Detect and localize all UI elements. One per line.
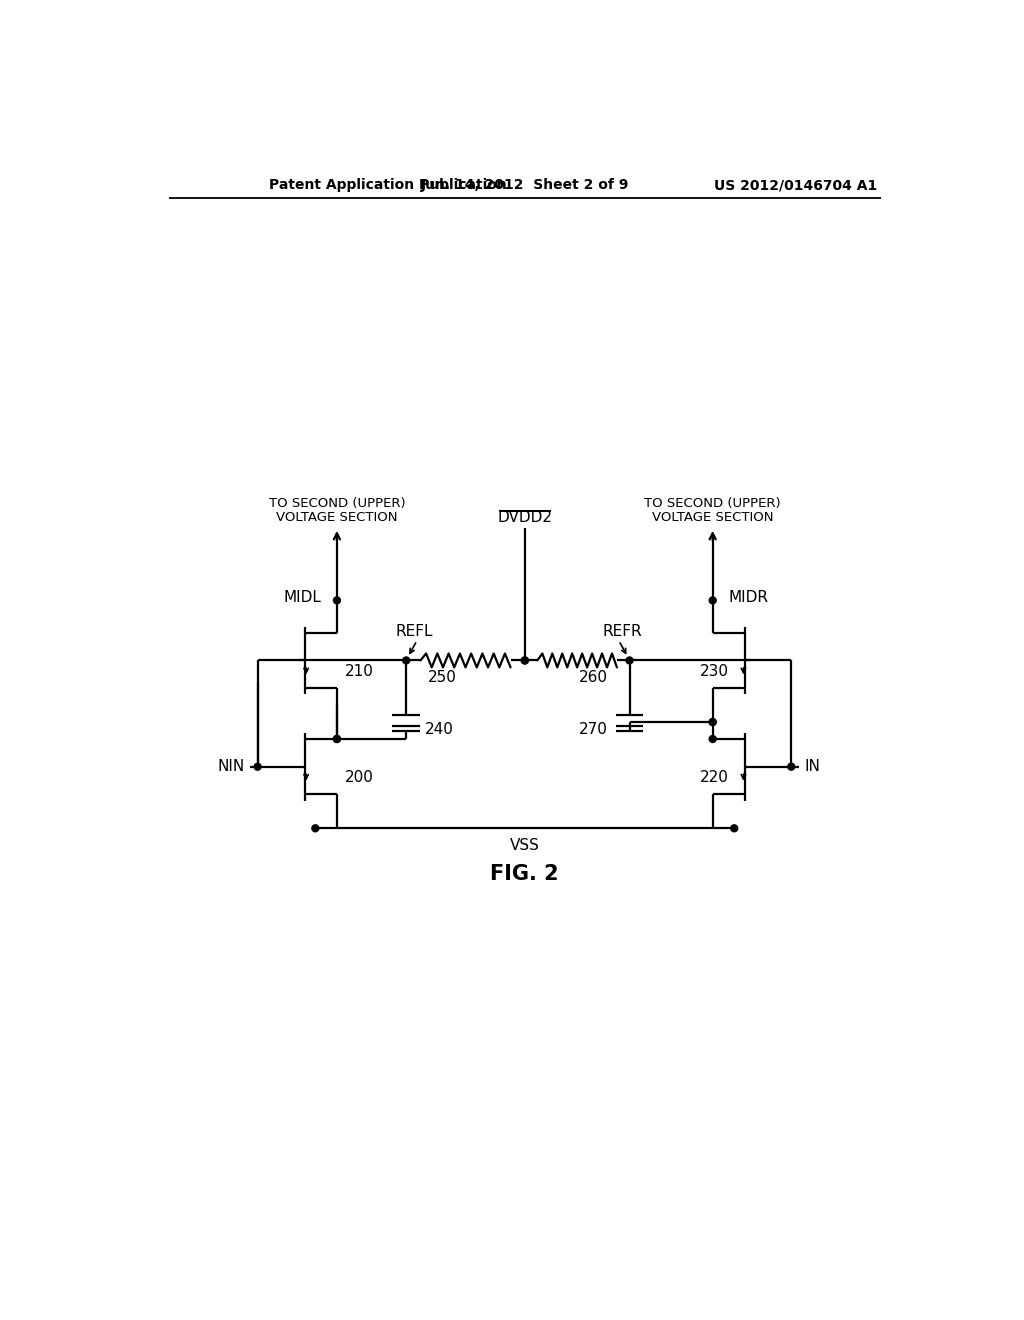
Circle shape	[710, 718, 716, 726]
Text: REFL: REFL	[395, 623, 433, 639]
Text: MIDR: MIDR	[728, 590, 768, 605]
Text: Patent Application Publication: Patent Application Publication	[269, 178, 507, 193]
Text: TO SECOND (UPPER): TO SECOND (UPPER)	[644, 496, 781, 510]
Circle shape	[787, 763, 795, 770]
Circle shape	[710, 718, 716, 726]
Circle shape	[626, 657, 633, 664]
Text: Jun. 14, 2012  Sheet 2 of 9: Jun. 14, 2012 Sheet 2 of 9	[421, 178, 629, 193]
Text: TO SECOND (UPPER): TO SECOND (UPPER)	[268, 496, 406, 510]
Circle shape	[521, 657, 528, 664]
Text: 250: 250	[428, 669, 457, 685]
Text: 200: 200	[345, 770, 374, 785]
Circle shape	[521, 657, 528, 664]
Circle shape	[710, 735, 716, 742]
Circle shape	[334, 597, 340, 603]
Text: DVDD2: DVDD2	[498, 510, 552, 525]
Circle shape	[312, 825, 318, 832]
Text: 260: 260	[579, 669, 608, 685]
Text: REFR: REFR	[602, 623, 642, 639]
Circle shape	[710, 597, 716, 603]
Text: VSS: VSS	[510, 838, 540, 853]
Text: MIDL: MIDL	[284, 590, 322, 605]
Circle shape	[334, 735, 340, 742]
Text: VOLTAGE SECTION: VOLTAGE SECTION	[652, 511, 773, 524]
Text: 210: 210	[345, 664, 374, 678]
Text: IN: IN	[804, 759, 820, 775]
Circle shape	[254, 763, 261, 770]
Circle shape	[334, 735, 340, 742]
Circle shape	[731, 825, 737, 832]
Text: 220: 220	[700, 770, 729, 785]
Text: 230: 230	[700, 664, 729, 678]
Text: 240: 240	[425, 722, 454, 738]
Text: VOLTAGE SECTION: VOLTAGE SECTION	[276, 511, 397, 524]
Text: NIN: NIN	[217, 759, 245, 775]
Circle shape	[402, 657, 410, 664]
Text: FIG. 2: FIG. 2	[490, 865, 559, 884]
Text: US 2012/0146704 A1: US 2012/0146704 A1	[714, 178, 878, 193]
Text: 270: 270	[580, 722, 608, 738]
